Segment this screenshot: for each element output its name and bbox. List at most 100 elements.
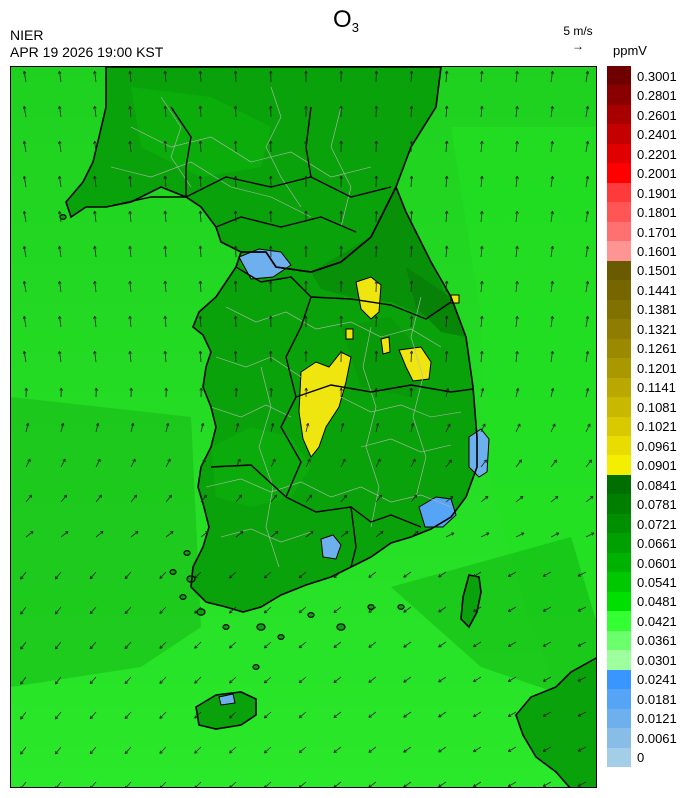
legend-swatch (607, 124, 631, 145)
wind-arrow (438, 746, 447, 753)
wind-arrow (515, 423, 521, 433)
wind-arrow (165, 494, 173, 503)
wind-arrow (368, 606, 377, 613)
wind-arrow (195, 781, 202, 787)
wind-arrow (95, 494, 103, 503)
wind-arrow (585, 106, 589, 118)
wind-arrow (159, 641, 167, 649)
wind-arrow (159, 676, 167, 684)
wind-arrow (403, 641, 412, 648)
wind-arrow (298, 676, 307, 684)
legend-swatch (607, 202, 631, 223)
wind-arrow (89, 641, 97, 650)
wind-arrow (91, 781, 97, 787)
wind-arrow (60, 531, 69, 538)
wind-arrow (550, 211, 553, 223)
wind-arrow (23, 351, 27, 363)
legend-label: 0.2401 (637, 127, 677, 143)
wind-arrow (59, 106, 62, 118)
wind-arrow (199, 315, 202, 328)
wind-arrow (200, 494, 208, 503)
wind-arrow (235, 175, 237, 188)
ozone-map[interactable] (10, 66, 597, 788)
wind-arrow (60, 423, 64, 433)
wind-arrow (124, 746, 132, 754)
legend-label: 0.3001 (637, 68, 677, 84)
coastline (190, 185, 478, 613)
wind-arrow (199, 210, 202, 223)
wind-arrow (473, 711, 482, 718)
wind-arrow (94, 71, 97, 83)
legend-label: 0.0901 (637, 458, 677, 474)
wind-arrow (410, 140, 413, 153)
wind-arrow (194, 641, 202, 649)
wind-arrow (375, 531, 384, 538)
wind-arrow (515, 316, 518, 328)
legend-swatch (607, 435, 631, 456)
legend-swatch (607, 416, 631, 437)
wind-arrow (199, 70, 202, 83)
wind-arrow (410, 175, 413, 188)
wind-arrow (199, 140, 202, 153)
legend-label: 0.0421 (637, 613, 677, 629)
wind-arrow (508, 746, 517, 752)
wind-arrow (585, 281, 589, 293)
legend-label: 0.1081 (637, 399, 677, 415)
wind-arrow (445, 245, 448, 258)
wind-arrow (585, 495, 594, 503)
wind-arrow (305, 494, 313, 503)
wind-arrow (124, 711, 132, 719)
wind-arrow (199, 105, 202, 118)
wind-arrow (229, 676, 237, 684)
wind-arrow (124, 641, 132, 649)
wind-arrow (89, 711, 97, 720)
wind-arrow (229, 606, 237, 614)
wind-arrow (585, 141, 589, 153)
legend-swatch (607, 455, 631, 476)
legend-label: 0.0241 (637, 672, 677, 688)
wind-arrow (264, 711, 272, 719)
legend-swatch (607, 747, 631, 768)
legend-swatch (607, 104, 631, 125)
wind-arrow (59, 316, 62, 328)
wind-arrow (375, 494, 383, 503)
wind-arrow (130, 531, 139, 538)
wind-arrow (235, 423, 239, 433)
wind-arrow (89, 606, 97, 615)
wind-arrow (130, 458, 136, 468)
legend-label: 0.1321 (637, 321, 677, 337)
wind-arrow (508, 606, 517, 612)
wind-arrow (124, 606, 132, 614)
legend-swatch (607, 474, 631, 495)
wind-arrow (480, 459, 487, 468)
wind-arrow (199, 175, 202, 188)
wind-arrow (480, 316, 483, 328)
wind-arrow (94, 281, 97, 293)
header-info: NIER APR 19 2026 19:00 KST (10, 27, 163, 61)
wind-arrow (410, 210, 413, 223)
wind-arrow (264, 781, 272, 787)
wind-arrow (298, 711, 307, 719)
wind-arrow (54, 746, 62, 755)
wind-arrow (375, 458, 381, 468)
wind-arrow (515, 532, 525, 538)
wind-arrow (340, 458, 346, 468)
reference-arrow-icon: → (572, 39, 584, 53)
legend-swatch (607, 66, 631, 86)
wind-arrow (159, 606, 167, 614)
wind-arrow (20, 676, 27, 685)
legend-swatch (607, 572, 631, 593)
legend-swatch (607, 85, 631, 106)
wind-arrow (515, 459, 522, 468)
wind-arrow (577, 781, 587, 787)
wind-arrow (508, 571, 517, 577)
wind-vector-field (20, 70, 595, 787)
wind-arrow (585, 316, 589, 328)
wind-arrow (585, 423, 591, 433)
sea-shading (11, 127, 596, 783)
legend-label: 0.0361 (637, 633, 677, 649)
wind-arrow (23, 246, 27, 258)
wind-arrow (473, 571, 482, 578)
wind-arrow (164, 280, 167, 293)
legend-swatch (607, 377, 631, 398)
